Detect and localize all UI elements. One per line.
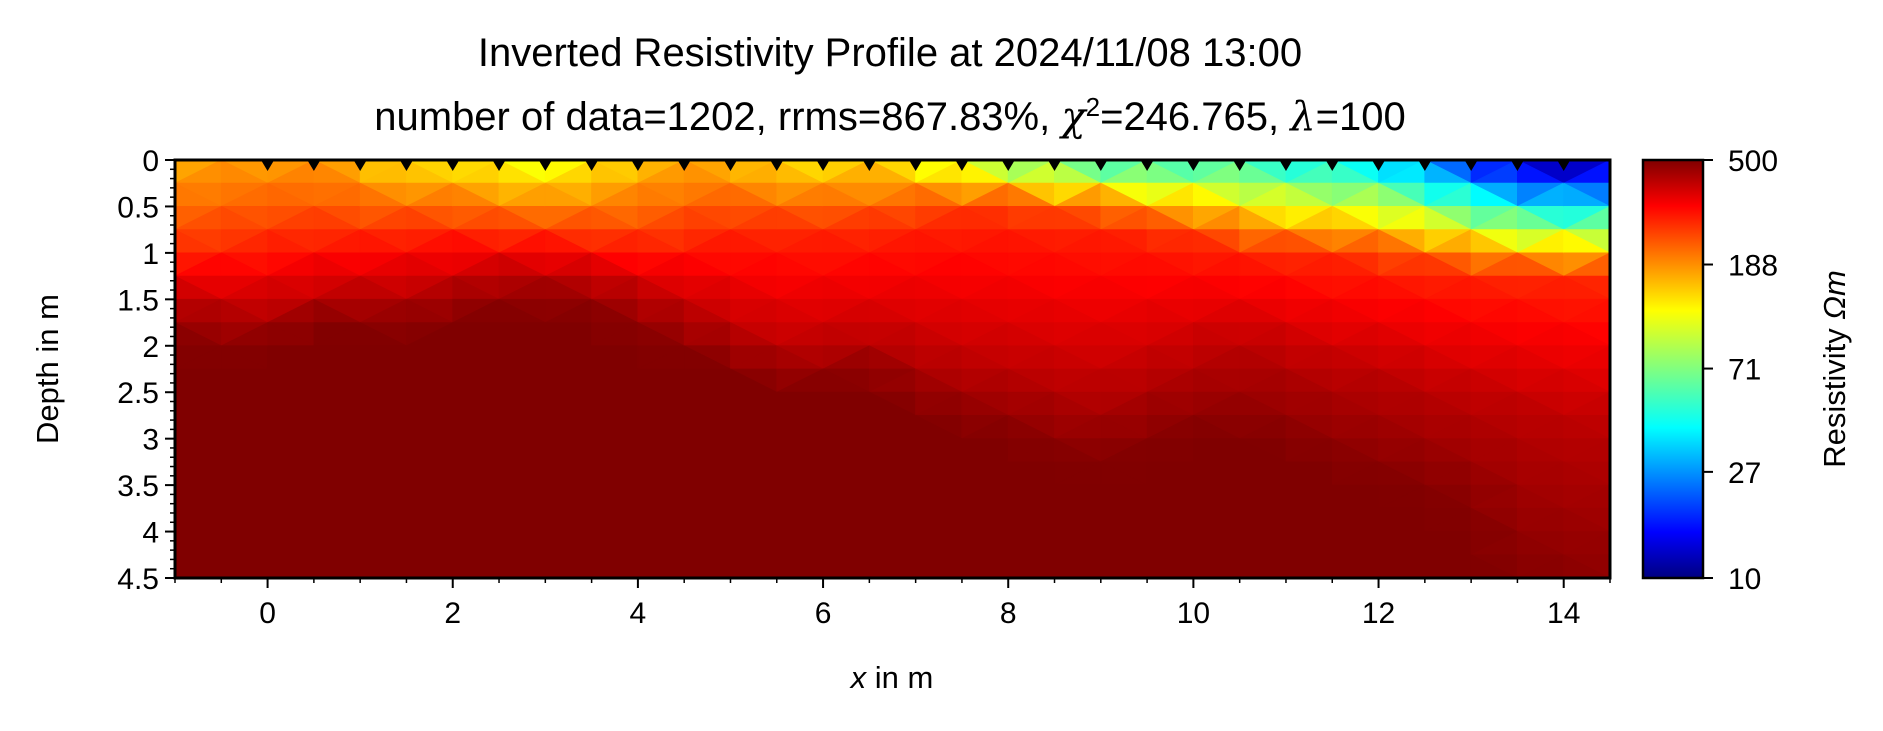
colorbar-ticks: 500 188 71 27 10 [1703,145,1778,596]
electrode-marker [539,161,552,171]
y-tick-label: 2.5 [117,377,159,410]
resistivity-mesh [175,160,1610,578]
electrode-marker [1465,161,1478,171]
mesh-cell [915,554,963,578]
plot-area [175,160,1610,578]
electrode-marker [1048,161,1061,171]
y-tick-label: 1.5 [117,284,159,317]
mesh-cell [1378,554,1425,578]
colorbar-gradient [1641,158,1705,580]
electrode-marker [1372,161,1385,171]
subtitle-lambda: 100 [1339,95,1406,139]
colorbar-tick-label: 10 [1728,563,1761,596]
mesh-cell [637,554,685,578]
subtitle-number-of-data: number of data=1202 [374,95,755,139]
y-tick-label: 3.5 [117,470,159,503]
electrode-marker [1511,161,1524,171]
mesh-cell [822,554,870,578]
x-tick-label: 2 [444,597,461,630]
y-tick-label: 1 [142,238,159,271]
electrode-marker [400,161,413,171]
mesh-cell [544,554,592,578]
colorbar: 500 188 71 27 10 Resistivity Ωm [1641,145,1852,596]
electrode-marker [678,161,691,171]
chart-subtitle: number of data=1202, rrms=867.83%, χ2=24… [374,92,1405,140]
x-tick-label: 6 [815,597,832,630]
mesh-cell [730,554,777,578]
chart-title: Inverted Resistivity Profile at 2024/11/… [478,31,1302,75]
plot-frame [173,158,1612,580]
y-axis-label: Depth in m [30,294,65,444]
y-tick-label: 2 [142,331,159,364]
y-tick-label: 0.5 [117,191,159,224]
electrode-marker [1326,161,1339,171]
subtitle-rrms: rrms=867.83% [778,95,1039,139]
colorbar-tick-label: 71 [1728,354,1761,387]
x-tick-label: 14 [1547,597,1580,630]
x-axis-label: x in m [849,660,934,695]
colorbar-label: Resistivity Ωm [1817,270,1852,468]
electrode-marker [354,161,367,171]
electrode-marker [307,161,320,171]
x-tick-label: 10 [1177,597,1210,630]
electrode-marker [631,161,644,171]
colorbar-tick-label: 188 [1728,250,1778,283]
colorbar-tick-label: 500 [1728,145,1778,178]
electrode-marker [585,161,598,171]
x-tick-label: 12 [1362,597,1395,630]
electrode-marker [955,161,968,171]
electrode-markers [261,161,1570,171]
electrode-marker [1187,161,1200,171]
mesh-cell [1563,554,1610,578]
electrode-marker [1418,161,1431,171]
electrode-marker [909,161,922,171]
electrode-marker [770,161,783,171]
mesh-cell [359,554,407,578]
x-tick-label: 0 [259,597,276,630]
mesh-cell [1470,554,1518,578]
y-tick-label: 3 [142,424,159,457]
mesh-cell [1007,554,1055,578]
electrode-marker [261,161,274,171]
mesh-cell [175,554,222,578]
x-tick-label: 4 [630,597,647,630]
electrode-marker [1557,161,1570,171]
subtitle-chi2: 246.765 [1123,95,1268,139]
y-tick-label: 0 [142,145,159,178]
electrode-marker [817,161,830,171]
electrode-marker [724,161,737,171]
y-axis: 0 0.5 1 1.5 2 2.5 3 3.5 4 4.5 [117,145,175,596]
colorbar-label-unit: Ωm [1817,270,1852,319]
y-tick-label: 4.5 [117,563,159,596]
electrode-marker [1094,161,1107,171]
x-tick-label: 8 [1000,597,1017,630]
mesh-cell [452,554,500,578]
electrode-marker [493,161,506,171]
electrode-marker [1141,161,1154,171]
y-tick-label: 4 [142,517,159,550]
colorbar-tick-label: 27 [1728,457,1761,490]
x-axis-label-rest: in m [866,660,933,695]
mesh-cell [1193,554,1240,578]
mesh-cell [1285,554,1333,578]
electrode-marker [446,161,459,171]
mesh-cell [1100,554,1148,578]
colorbar-label-main: Resistivity [1817,320,1852,468]
mesh-cell [267,554,315,578]
electrode-marker [1002,161,1015,171]
x-axis: 0 2 4 6 8 10 12 14 [174,578,1611,630]
electrode-marker [1233,161,1246,171]
x-axis-label-var: x [849,660,868,695]
electrode-marker [863,161,876,171]
electrode-marker [1279,161,1292,171]
